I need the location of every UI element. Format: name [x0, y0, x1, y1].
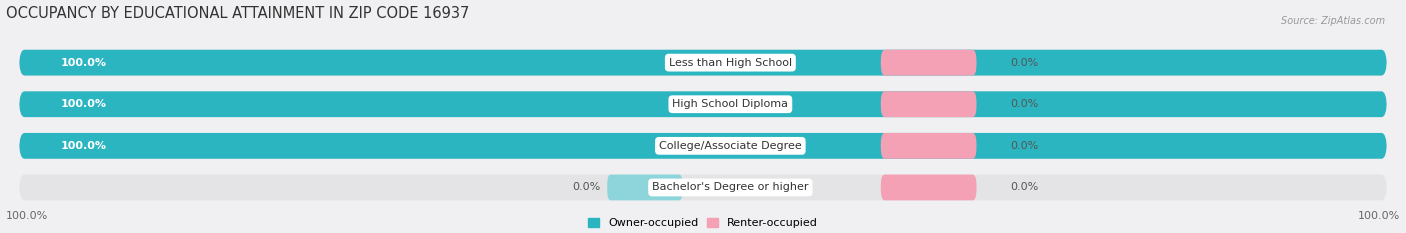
- FancyBboxPatch shape: [20, 133, 1386, 159]
- FancyBboxPatch shape: [20, 50, 1386, 75]
- Text: OCCUPANCY BY EDUCATIONAL ATTAINMENT IN ZIP CODE 16937: OCCUPANCY BY EDUCATIONAL ATTAINMENT IN Z…: [6, 6, 470, 21]
- FancyBboxPatch shape: [20, 133, 1386, 159]
- Text: 100.0%: 100.0%: [60, 141, 107, 151]
- Text: High School Diploma: High School Diploma: [672, 99, 789, 109]
- FancyBboxPatch shape: [880, 133, 977, 159]
- FancyBboxPatch shape: [880, 175, 977, 200]
- Legend: Owner-occupied, Renter-occupied: Owner-occupied, Renter-occupied: [588, 218, 818, 228]
- Text: 100.0%: 100.0%: [60, 58, 107, 68]
- Text: 0.0%: 0.0%: [1011, 99, 1039, 109]
- FancyBboxPatch shape: [20, 50, 1386, 75]
- FancyBboxPatch shape: [607, 175, 682, 200]
- Text: 100.0%: 100.0%: [60, 99, 107, 109]
- Text: 100.0%: 100.0%: [1358, 211, 1400, 221]
- FancyBboxPatch shape: [20, 175, 1386, 200]
- Text: 0.0%: 0.0%: [572, 182, 600, 192]
- Text: Source: ZipAtlas.com: Source: ZipAtlas.com: [1281, 16, 1385, 26]
- FancyBboxPatch shape: [880, 50, 977, 75]
- Text: 100.0%: 100.0%: [6, 211, 48, 221]
- Text: 0.0%: 0.0%: [1011, 141, 1039, 151]
- Text: College/Associate Degree: College/Associate Degree: [659, 141, 801, 151]
- FancyBboxPatch shape: [880, 91, 977, 117]
- Text: 0.0%: 0.0%: [1011, 182, 1039, 192]
- Text: Bachelor's Degree or higher: Bachelor's Degree or higher: [652, 182, 808, 192]
- FancyBboxPatch shape: [20, 91, 1386, 117]
- Text: Less than High School: Less than High School: [669, 58, 792, 68]
- FancyBboxPatch shape: [20, 91, 1386, 117]
- Text: 0.0%: 0.0%: [1011, 58, 1039, 68]
